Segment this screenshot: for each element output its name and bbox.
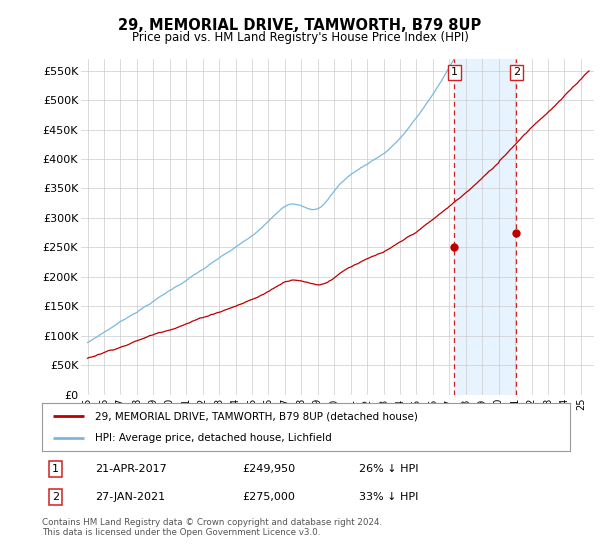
Bar bbox=[454, 59, 516, 395]
Text: 29, MEMORIAL DRIVE, TAMWORTH, B79 8UP: 29, MEMORIAL DRIVE, TAMWORTH, B79 8UP bbox=[118, 18, 482, 33]
Text: 33% ↓ HPI: 33% ↓ HPI bbox=[359, 492, 418, 502]
Text: 1: 1 bbox=[52, 464, 59, 474]
Text: 27-JAN-2021: 27-JAN-2021 bbox=[95, 492, 165, 502]
Text: HPI: Average price, detached house, Lichfield: HPI: Average price, detached house, Lich… bbox=[95, 433, 332, 443]
Text: £275,000: £275,000 bbox=[242, 492, 296, 502]
Text: Contains HM Land Registry data © Crown copyright and database right 2024.
This d: Contains HM Land Registry data © Crown c… bbox=[42, 518, 382, 538]
Text: 2: 2 bbox=[52, 492, 59, 502]
Text: 29, MEMORIAL DRIVE, TAMWORTH, B79 8UP (detached house): 29, MEMORIAL DRIVE, TAMWORTH, B79 8UP (d… bbox=[95, 411, 418, 421]
Text: 1: 1 bbox=[451, 67, 458, 77]
Text: £249,950: £249,950 bbox=[242, 464, 296, 474]
Text: 2: 2 bbox=[512, 67, 520, 77]
Text: 21-APR-2017: 21-APR-2017 bbox=[95, 464, 167, 474]
Text: Price paid vs. HM Land Registry's House Price Index (HPI): Price paid vs. HM Land Registry's House … bbox=[131, 31, 469, 44]
Text: 26% ↓ HPI: 26% ↓ HPI bbox=[359, 464, 418, 474]
